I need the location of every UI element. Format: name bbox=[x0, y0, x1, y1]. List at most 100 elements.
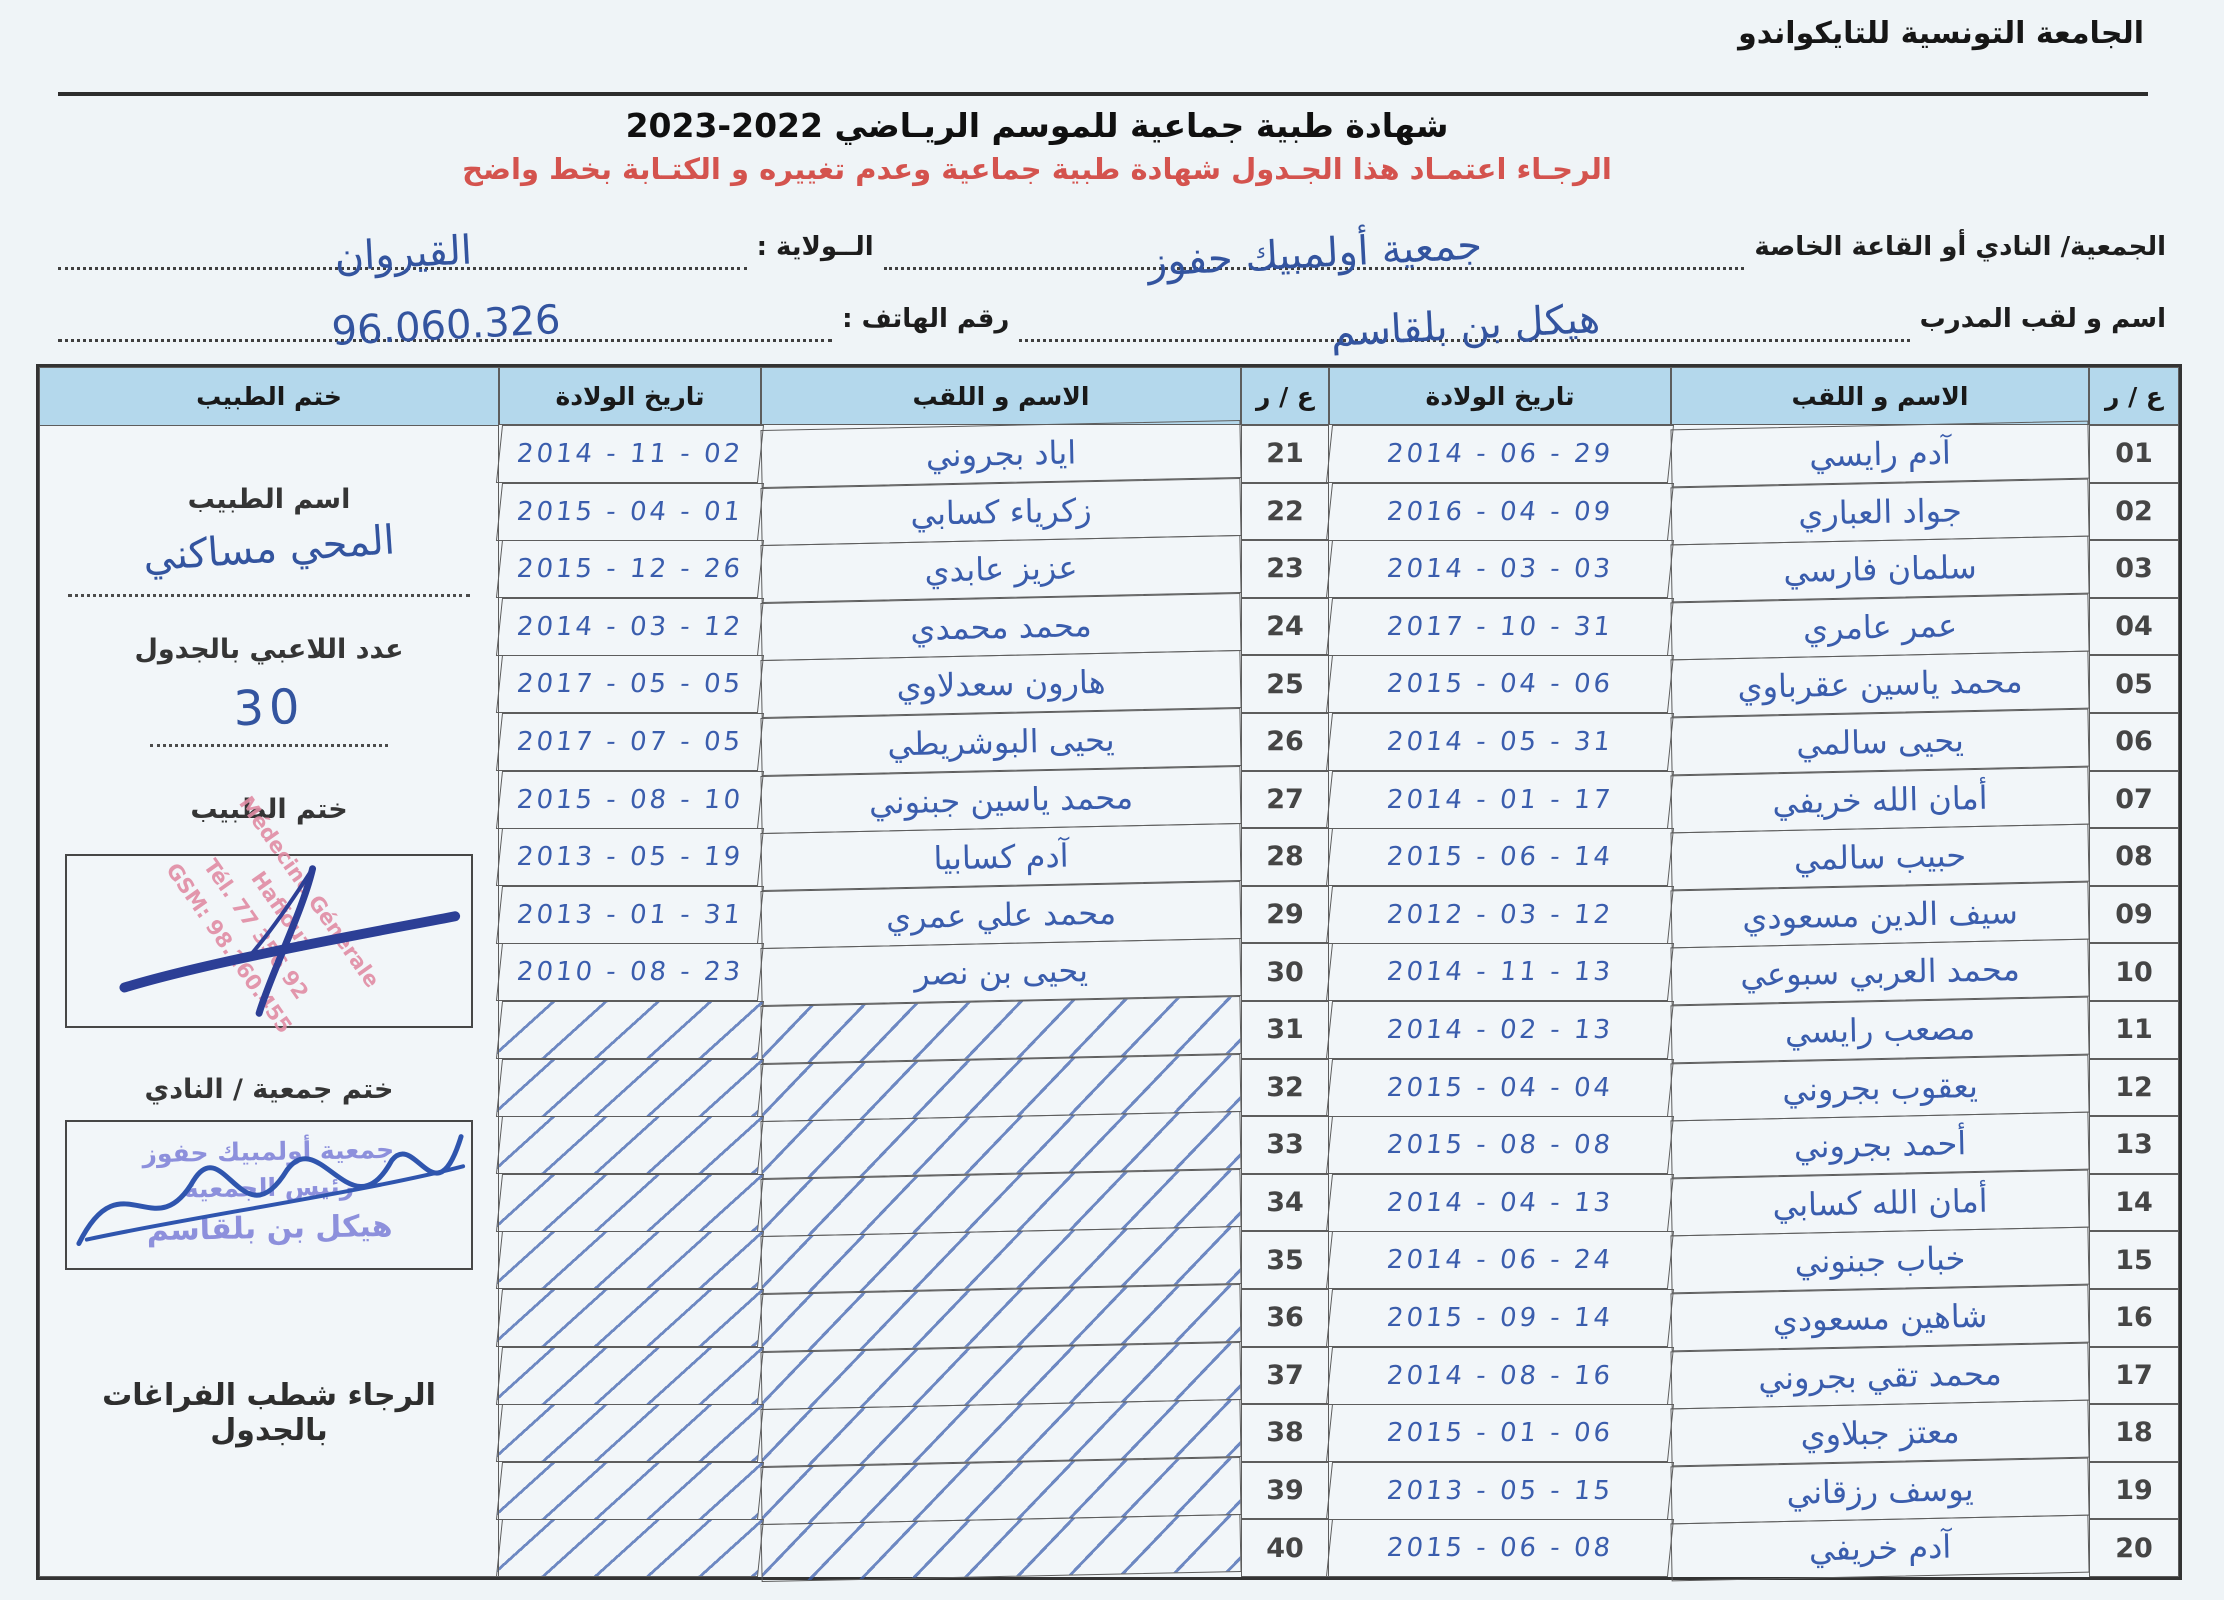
birthdate-cell: 2014 - 11 - 02 bbox=[495, 425, 765, 483]
club-president-signature bbox=[76, 1134, 466, 1246]
birthdate-cell: 2013 - 05 - 15 bbox=[1325, 1461, 1675, 1520]
player-name-cell: عمر عامري bbox=[1670, 593, 2090, 660]
subtable-left-body: 21 اياد بجروني 2014 - 11 - 02 22 زكرياء كساب… bbox=[495, 419, 1329, 1582]
player-row: 39 bbox=[495, 1456, 1329, 1525]
birthdate-cell: 2014 - 05 - 31 bbox=[1325, 712, 1675, 771]
row-number-cell: 16 bbox=[2089, 1288, 2179, 1347]
birthdate-cell: 2015 - 04 - 06 bbox=[1325, 655, 1675, 713]
player-row: 28 آدم كسابيا 2013 - 05 - 19 bbox=[495, 823, 1329, 891]
players-count-handwritten: 30 bbox=[232, 678, 306, 738]
row-number-cell: 04 bbox=[2089, 597, 2179, 656]
column-header-doctor-stamp: ختم الطبيب bbox=[40, 368, 498, 426]
player-name-cell: محمد تقي بجروني bbox=[1670, 1342, 2090, 1409]
subtable-right-header: ع / ر الاسم و اللقب تاريخ الولادة bbox=[1329, 367, 2179, 425]
birthdate-cell: 2015 - 01 - 06 bbox=[1325, 1404, 1675, 1462]
season-years: 2023-2022 bbox=[625, 106, 823, 145]
birthdate-cell: 2013 - 01 - 31 bbox=[495, 885, 765, 944]
column-header-name: الاسم و اللقب bbox=[1671, 367, 2089, 425]
birthdate-cell: 2014 - 06 - 29 bbox=[1325, 425, 1675, 483]
player-name-cell: أمان الله خريفي bbox=[1670, 766, 2090, 833]
phone-field-line: 96.060.326 bbox=[58, 293, 833, 355]
birthdate-cell: 2014 - 08 - 16 bbox=[1325, 1346, 1675, 1405]
birthdate-cell bbox=[495, 1058, 765, 1117]
player-row: 24 محمد محمدي 2014 - 03 - 12 bbox=[495, 592, 1329, 661]
birthdate-cell: 2015 - 04 - 01 bbox=[495, 482, 765, 541]
player-row: 08 حبيب سالمي 2015 - 06 - 14 bbox=[1325, 823, 2179, 891]
birthdate-cell: 2017 - 10 - 31 bbox=[1325, 597, 1675, 656]
player-name-cell bbox=[760, 1456, 1242, 1525]
row-number-cell: 24 bbox=[1241, 597, 1329, 656]
coach-field-value: هيكل بن بلقاسم bbox=[1329, 295, 1601, 357]
player-name-cell: جواد العباري bbox=[1670, 478, 2090, 545]
birthdate-cell: 2015 - 04 - 04 bbox=[1325, 1058, 1675, 1117]
doctor-name-dotted-line bbox=[68, 594, 470, 597]
row-number-cell: 33 bbox=[1241, 1116, 1329, 1174]
birthdate-cell bbox=[495, 1346, 765, 1405]
player-name-cell: آدم كسابيا bbox=[760, 823, 1242, 891]
player-name-cell bbox=[760, 1111, 1242, 1179]
row-number-cell: 27 bbox=[1241, 770, 1329, 829]
birthdate-cell: 2013 - 05 - 19 bbox=[495, 828, 765, 886]
player-row: 03 سلمان فارسي 2014 - 03 - 03 bbox=[1325, 535, 2179, 603]
player-name-cell bbox=[760, 1514, 1242, 1582]
player-row: 01 آدم رايسي 2014 - 06 - 29 bbox=[1325, 420, 2179, 487]
player-row: 07 أمان الله خريفي 2014 - 01 - 17 bbox=[1325, 766, 2179, 833]
birthdate-cell: 2014 - 03 - 12 bbox=[495, 597, 765, 656]
player-row: 21 اياد بجروني 2014 - 11 - 02 bbox=[495, 419, 1329, 488]
player-row: 22 زكرياء كسابي 2015 - 04 - 01 bbox=[495, 477, 1329, 546]
player-row: 06 يحيى سالمي 2014 - 05 - 31 bbox=[1325, 708, 2179, 775]
row-number-cell: 09 bbox=[2089, 885, 2179, 944]
birthdate-cell bbox=[495, 1116, 765, 1174]
row-number-cell: 03 bbox=[2089, 540, 2179, 598]
player-name-cell: خباب جبنوني bbox=[1670, 1226, 2090, 1294]
doctor-stamp-column-body: اسم الطبيب المحي مساكني عدد اللاعبي بالج… bbox=[40, 426, 498, 1576]
player-name-cell: محمد محمدي bbox=[760, 592, 1242, 661]
column-header-number: ع / ر bbox=[2089, 367, 2179, 425]
club-field-label: الجمعية/ النادي أو القاعة الخاصة bbox=[1754, 232, 2166, 262]
doctor-signature bbox=[119, 865, 461, 1017]
row-number-cell: 17 bbox=[2089, 1346, 2179, 1405]
player-name-cell: حبيب سالمي bbox=[1670, 823, 2090, 891]
player-row: 13 أحمد بجروني 2015 - 08 - 08 bbox=[1325, 1111, 2179, 1179]
row-number-cell: 29 bbox=[1241, 885, 1329, 944]
player-name-cell: عزيز عابدي bbox=[760, 535, 1242, 603]
row-number-cell: 12 bbox=[2089, 1058, 2179, 1117]
player-name-cell bbox=[760, 1341, 1242, 1410]
row-number-cell: 39 bbox=[1241, 1461, 1329, 1520]
birthdate-cell: 2014 - 06 - 24 bbox=[1325, 1231, 1675, 1289]
player-row: 29 محمد علي عمري 2013 - 01 - 31 bbox=[495, 880, 1329, 949]
player-name-cell: يوسف رزقاني bbox=[1670, 1457, 2090, 1524]
wilaya-field-line: القيروان bbox=[58, 221, 747, 281]
row-number-cell: 13 bbox=[2089, 1116, 2179, 1174]
player-name-cell bbox=[760, 995, 1242, 1064]
player-name-cell: سيف الدين مسعودي bbox=[1670, 881, 2090, 948]
players-count-label: عدد اللاعبي بالجدول bbox=[134, 634, 404, 665]
birthdate-cell: 2014 - 03 - 03 bbox=[1325, 540, 1675, 598]
player-name-cell: محمد العربي سبوعي bbox=[1670, 938, 2090, 1006]
player-row: 37 bbox=[495, 1341, 1329, 1410]
player-name-cell: هارون سعدلاوي bbox=[760, 650, 1242, 718]
player-row: 18 معتز جبلاوي 2015 - 01 - 06 bbox=[1325, 1399, 2179, 1467]
player-row: 19 يوسف رزقاني 2013 - 05 - 15 bbox=[1325, 1457, 2179, 1524]
row-number-cell: 25 bbox=[1241, 655, 1329, 713]
player-name-cell: محمد ياسين جبنوني bbox=[760, 765, 1242, 834]
birthdate-cell bbox=[495, 1404, 765, 1462]
row-number-cell: 08 bbox=[2089, 828, 2179, 886]
phone-field-value: 96.060.326 bbox=[330, 297, 562, 355]
player-name-cell: يعقوب بجروني bbox=[1670, 1054, 2090, 1121]
row-number-cell: 35 bbox=[1241, 1231, 1329, 1289]
form-line-club-wilaya: الجمعية/ النادي أو القاعة الخاصة جمعية أ… bbox=[58, 204, 2166, 286]
birthdate-cell: 2014 - 04 - 13 bbox=[1325, 1173, 1675, 1232]
row-number-cell: 26 bbox=[1241, 712, 1329, 771]
subtable-right-body: 01 آدم رايسي 2014 - 06 - 29 02 جواد العباري 2… bbox=[1325, 420, 2179, 1582]
row-number-cell: 21 bbox=[1241, 425, 1329, 483]
player-row: 16 شاهين مسعودي 2015 - 09 - 14 bbox=[1325, 1284, 2179, 1351]
birthdate-cell: 2015 - 08 - 08 bbox=[1325, 1116, 1675, 1174]
birthdate-cell: 2014 - 11 - 13 bbox=[1325, 943, 1675, 1001]
birthdate-cell: 2014 - 02 - 13 bbox=[1325, 1000, 1675, 1059]
player-row: 23 عزيز عابدي 2015 - 12 - 26 bbox=[495, 535, 1329, 603]
birthdate-cell bbox=[495, 1288, 765, 1347]
player-name-cell bbox=[760, 1168, 1242, 1237]
player-name-cell: أحمد بجروني bbox=[1670, 1111, 2090, 1179]
